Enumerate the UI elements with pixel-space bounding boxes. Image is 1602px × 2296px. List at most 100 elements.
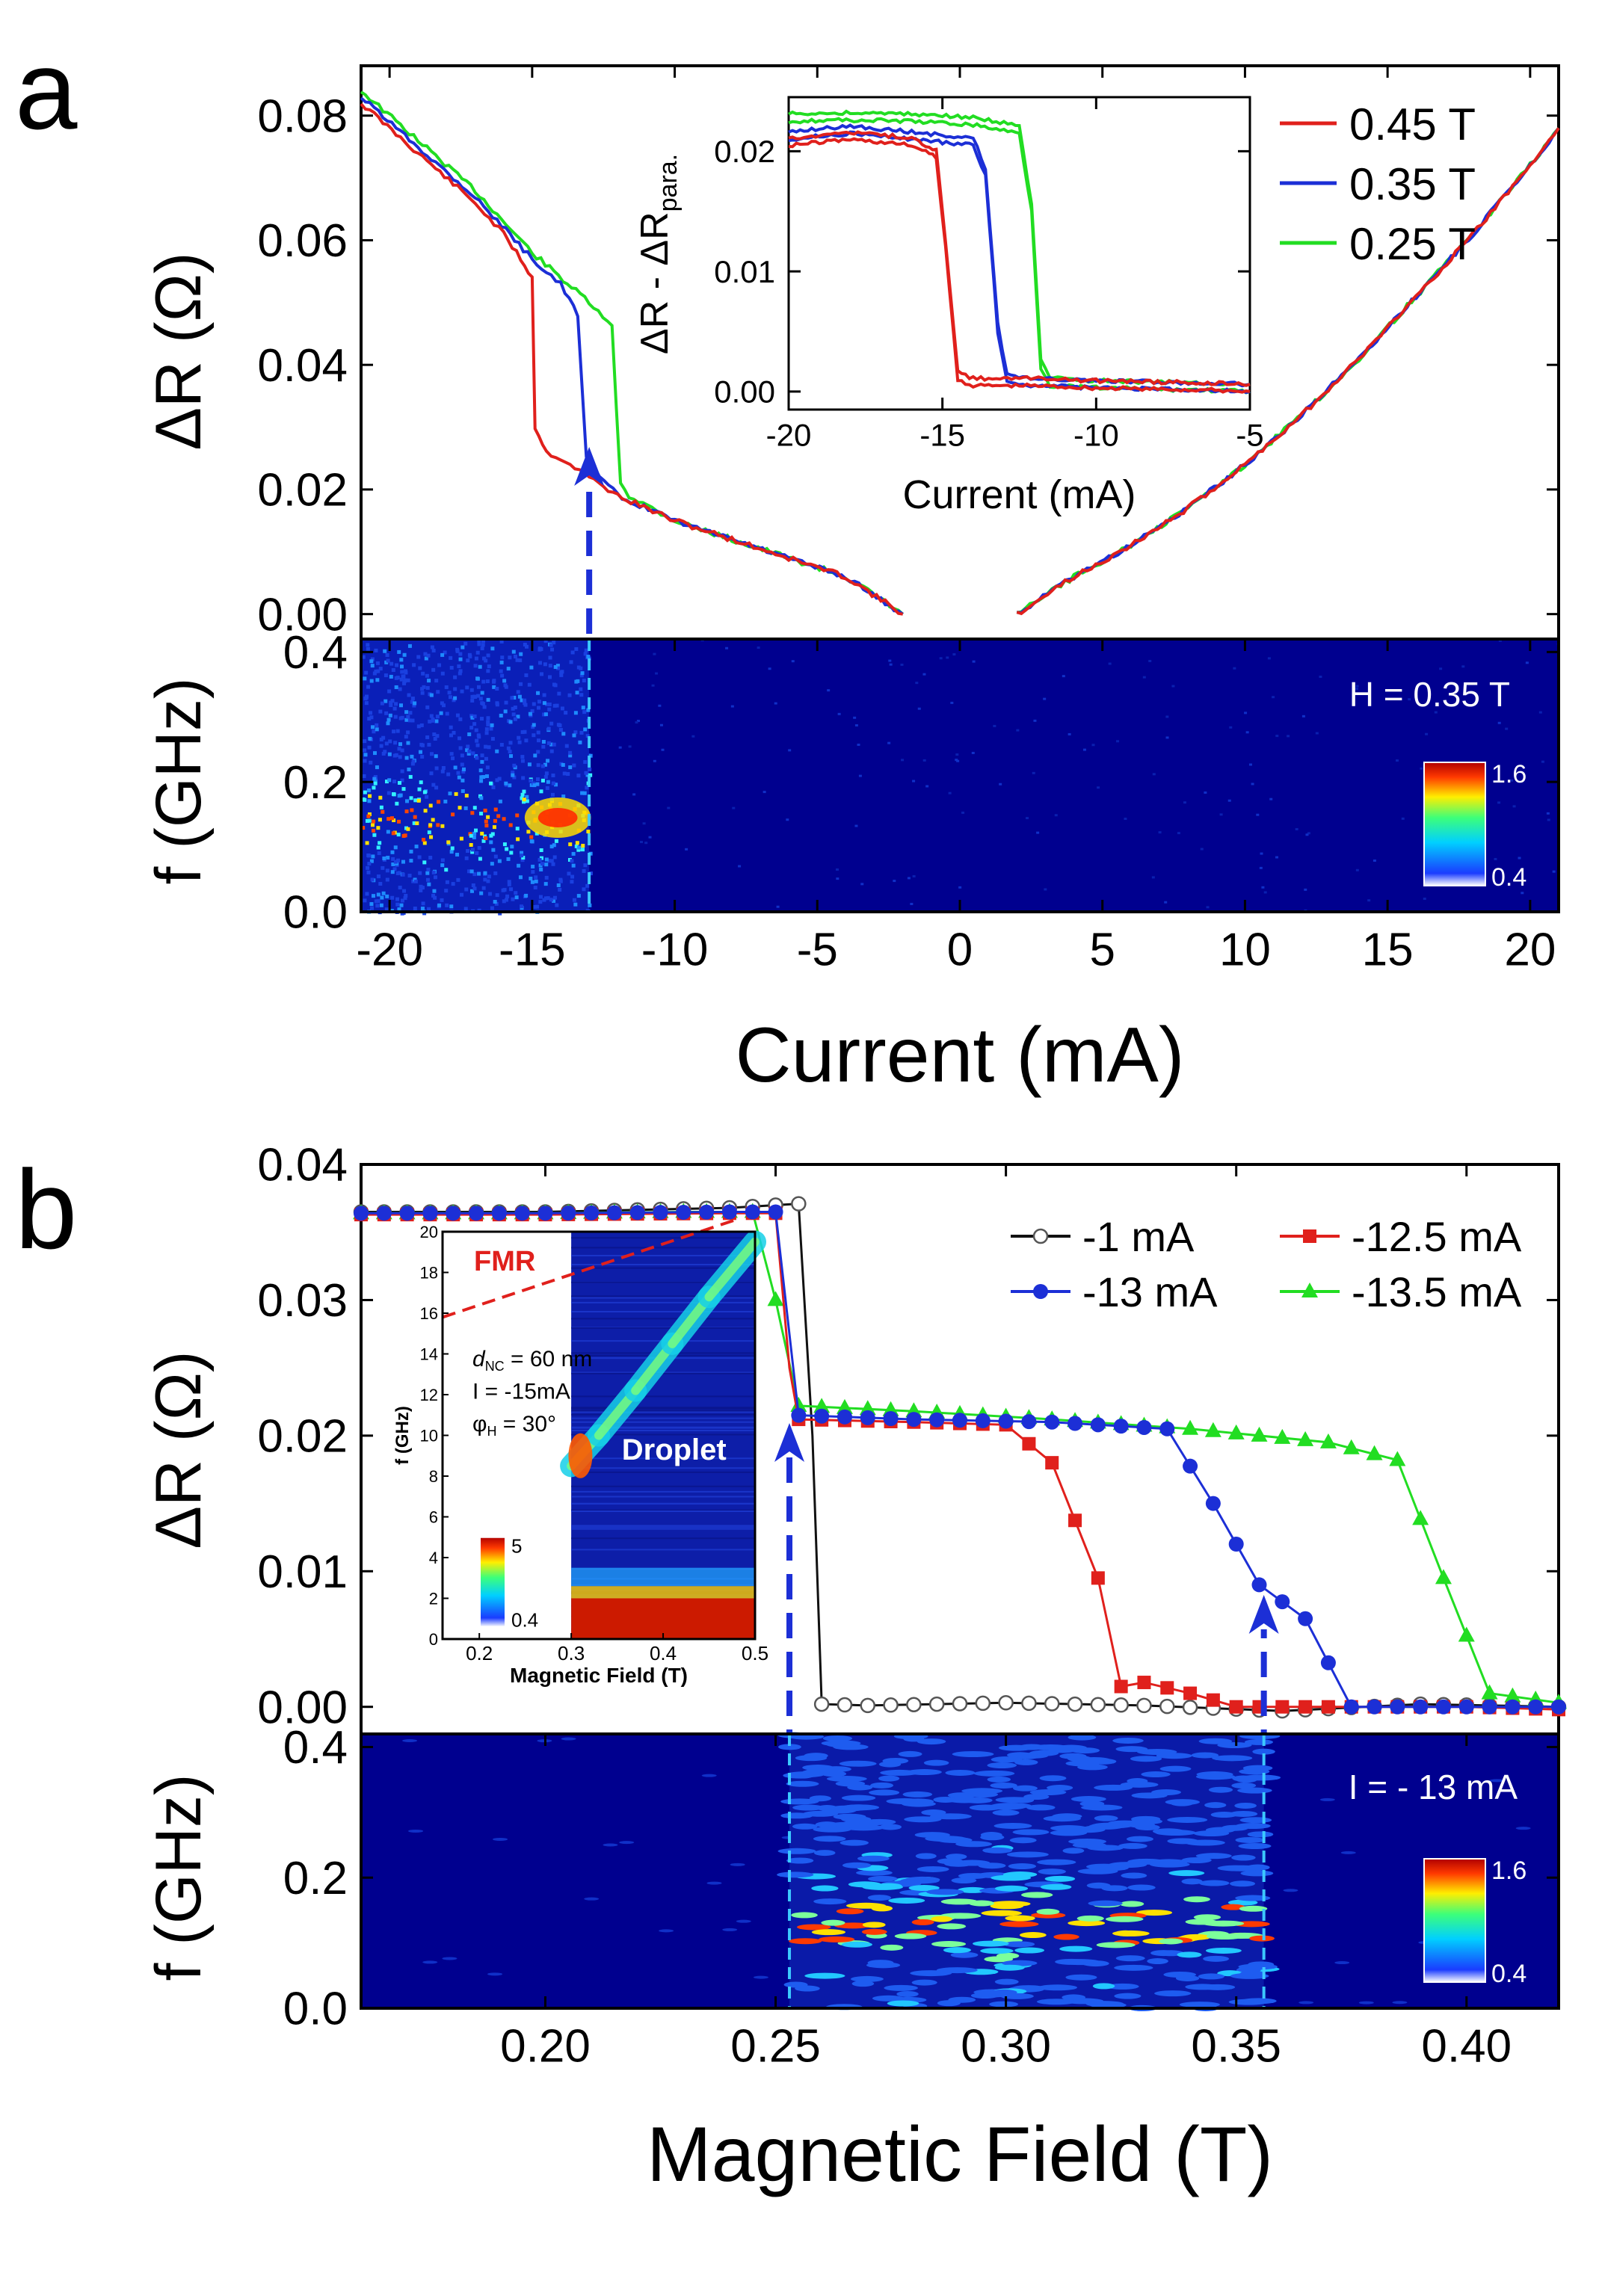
a-map-pixel bbox=[361, 826, 366, 830]
a-map-pixel bbox=[412, 703, 416, 708]
a-map-pixel bbox=[480, 831, 484, 836]
a-map-pixel bbox=[571, 863, 576, 868]
b-transition-arrowhead bbox=[1248, 1595, 1279, 1634]
b-map-blob bbox=[822, 1735, 853, 1741]
a-map-pixel bbox=[366, 870, 371, 874]
b-map-xtick-label: 0.20 bbox=[500, 2020, 591, 2072]
b-map-blob bbox=[1147, 1958, 1168, 1965]
a-map-pixel bbox=[397, 649, 401, 654]
a-map-noise-pixel bbox=[1256, 813, 1260, 816]
a-map-pixel bbox=[580, 671, 585, 676]
a-map-pixel bbox=[462, 767, 466, 771]
a-map-pixel bbox=[499, 669, 503, 673]
a-map-pixel bbox=[495, 778, 499, 783]
a-map-noise-pixel bbox=[1142, 676, 1146, 679]
a-map-pixel bbox=[564, 744, 569, 748]
b-map-blob bbox=[786, 1857, 814, 1864]
a-map-noise-pixel bbox=[635, 721, 638, 724]
b-map-blob bbox=[989, 2001, 1019, 2008]
b-map-blob bbox=[1239, 1970, 1266, 1977]
a-map-pixel bbox=[375, 661, 380, 665]
a-map-pixel bbox=[552, 855, 557, 860]
b-map-colorbar-max: 1.6 bbox=[1491, 1857, 1526, 1885]
a-map-pixel bbox=[543, 639, 548, 644]
a-map-pixel bbox=[423, 652, 428, 656]
b-marker-triangle bbox=[1227, 1424, 1245, 1439]
a-inset-ytick-label: 0.01 bbox=[714, 254, 775, 289]
a-map-ylabel: f (GHz) bbox=[143, 677, 215, 884]
a-map-noise-pixel bbox=[853, 716, 857, 719]
a-map-pixel bbox=[524, 893, 529, 898]
a-map-pixel bbox=[513, 654, 517, 658]
a-map-pixel bbox=[517, 740, 522, 744]
a-map-pixel bbox=[504, 700, 508, 705]
a-map-pixel bbox=[458, 671, 462, 676]
a-map-noise-pixel bbox=[925, 785, 929, 788]
a-map-pixel bbox=[384, 780, 389, 784]
a-map-pixel bbox=[412, 663, 416, 667]
a-map-pixel bbox=[407, 693, 411, 697]
a-map-pixel bbox=[449, 904, 454, 909]
b-map-noise bbox=[736, 1919, 751, 1923]
a-map-pixel bbox=[532, 783, 537, 788]
a-map-pixel bbox=[486, 720, 490, 724]
b-map-blob bbox=[952, 1751, 994, 1758]
b-map-blob bbox=[978, 1863, 1006, 1869]
a-map-pixel bbox=[393, 845, 398, 850]
a-map-pixel bbox=[588, 903, 592, 907]
a-map-pixel bbox=[467, 749, 472, 753]
a-map-pixel bbox=[561, 762, 565, 767]
a-map-pixel bbox=[372, 833, 377, 837]
a-map-noise-pixel bbox=[1395, 759, 1399, 762]
a-map-pixel bbox=[537, 661, 542, 665]
b-map-blob bbox=[786, 1780, 819, 1787]
a-map-pixel bbox=[583, 760, 588, 765]
b-map-blob bbox=[992, 1809, 1020, 1816]
a-map-noise-pixel bbox=[642, 822, 646, 825]
a-map-noise-pixel bbox=[628, 745, 632, 748]
b-map-blob bbox=[1076, 1756, 1111, 1763]
a-map-pixel bbox=[512, 695, 517, 700]
a-map-pixel bbox=[400, 911, 404, 916]
a-map-pixel bbox=[506, 667, 511, 671]
a-map-pixel bbox=[522, 797, 526, 802]
a-top-series-line bbox=[360, 102, 904, 616]
a-map-pixel bbox=[441, 765, 446, 770]
b-map-blob bbox=[1070, 1747, 1100, 1754]
b-map-blob bbox=[945, 1854, 967, 1860]
b-map-blob bbox=[1006, 1851, 1049, 1858]
a-map-pixel bbox=[469, 889, 474, 893]
a-legend-label: 0.45 T bbox=[1349, 99, 1476, 149]
a-map-noise-pixel bbox=[1373, 860, 1376, 862]
a-map-pixel bbox=[482, 656, 487, 661]
a-map-pixel bbox=[568, 765, 573, 770]
b-map-blob bbox=[1242, 1765, 1273, 1771]
a-map-pixel bbox=[583, 652, 588, 656]
a-map-pixel bbox=[460, 762, 464, 767]
b-map-noise bbox=[408, 1829, 424, 1833]
a-map-noise-pixel bbox=[915, 682, 919, 685]
a-map-noise-pixel bbox=[1043, 697, 1047, 700]
a-map-pixel bbox=[431, 717, 435, 721]
b-marker-circle bbox=[676, 1204, 691, 1220]
b-map-blob bbox=[1212, 1755, 1253, 1762]
a-map-pixel bbox=[457, 664, 461, 668]
a-map-pixel bbox=[434, 766, 439, 771]
b-map-blob bbox=[1221, 1904, 1245, 1910]
a-map-pixel bbox=[394, 702, 398, 706]
a-map-pixel bbox=[460, 645, 465, 649]
b-inset-colorbar bbox=[479, 1536, 506, 1628]
a-map-pixel bbox=[449, 665, 454, 670]
a-map-pixel bbox=[391, 862, 395, 866]
b-top-ytick-label: 0.00 bbox=[257, 1682, 348, 1733]
b-map-blob bbox=[1026, 1804, 1056, 1811]
b-map-blob bbox=[1210, 1812, 1238, 1818]
a-map-pixel bbox=[455, 852, 460, 857]
a-map-pixel bbox=[535, 904, 540, 909]
b-marker-circle bbox=[1551, 1699, 1566, 1715]
a-map-pixel bbox=[394, 685, 398, 689]
a-map-pixel bbox=[520, 796, 524, 800]
a-map-pixel bbox=[458, 806, 462, 810]
a-map-pixel bbox=[407, 644, 412, 648]
a-map-noise-pixel bbox=[835, 868, 839, 871]
